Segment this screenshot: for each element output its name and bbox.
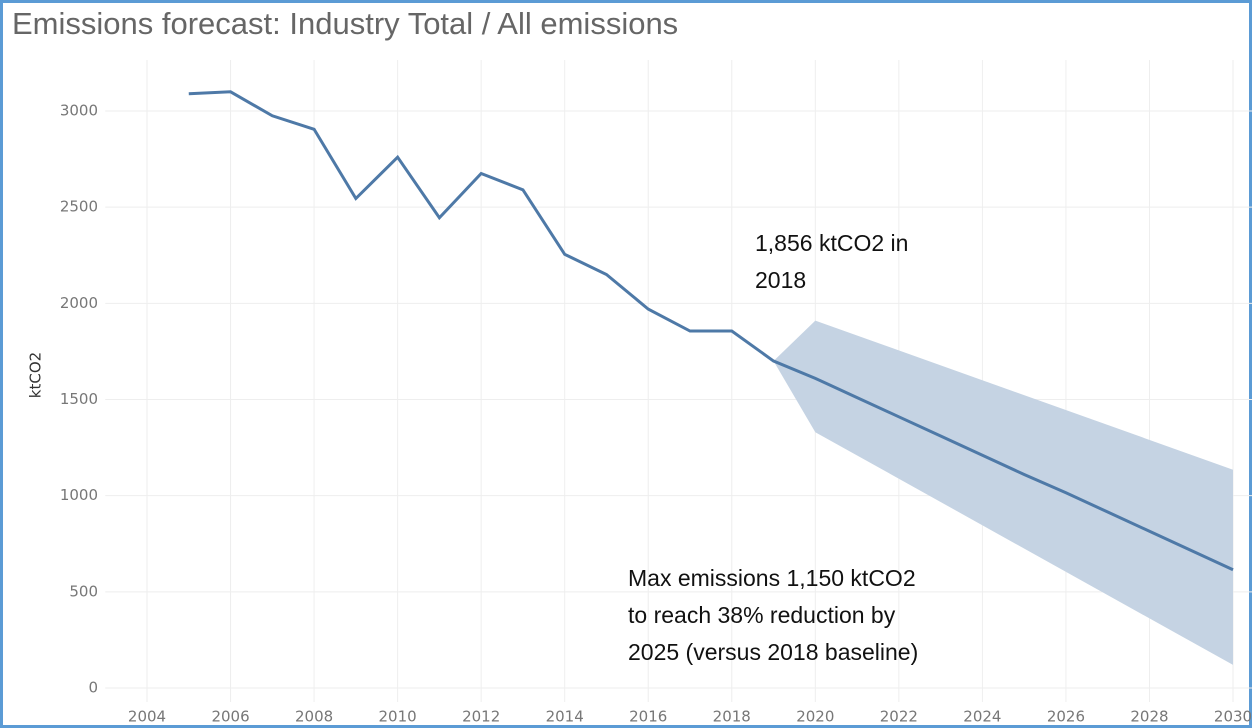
x-tick-label: 2024 bbox=[963, 708, 1001, 726]
y-tick-label: 1000 bbox=[60, 486, 98, 504]
y-tick-label: 1500 bbox=[60, 390, 98, 408]
annotation: 1,856 ktCO2 in bbox=[755, 230, 908, 256]
y-tick-label: 500 bbox=[69, 582, 98, 600]
line bbox=[188, 90, 1234, 572]
y-axis-label: ktCO2 bbox=[27, 352, 45, 398]
y-tick-label: 2500 bbox=[60, 198, 98, 216]
annotation: to reach 38% reduction by bbox=[628, 602, 896, 628]
x-tick-label: 2020 bbox=[796, 708, 834, 726]
forecast-band bbox=[773, 320, 1234, 665]
x-tick-label: 2016 bbox=[629, 708, 667, 726]
x-tick-label: 2030 bbox=[1214, 708, 1252, 726]
chart-title: Emissions forecast: Industry Total / All… bbox=[12, 6, 678, 41]
annotation: 2025 (versus 2018 baseline) bbox=[628, 639, 918, 665]
x-tick-label: 2004 bbox=[128, 708, 166, 726]
x-tick-label: 2008 bbox=[295, 708, 333, 726]
annotation: 2018 bbox=[755, 267, 806, 293]
y-tick-label: 0 bbox=[88, 679, 98, 697]
y-tick-label: 3000 bbox=[60, 102, 98, 120]
x-tick-label: 2012 bbox=[462, 708, 500, 726]
x-tick-label: 2022 bbox=[880, 708, 918, 726]
x-tick-label: 2026 bbox=[1047, 708, 1085, 726]
x-tick-label: 2028 bbox=[1130, 708, 1168, 726]
x-tick-label: 2006 bbox=[211, 708, 249, 726]
y-tick-label: 2000 bbox=[60, 294, 98, 312]
x-tick-label: 2018 bbox=[713, 708, 751, 726]
annotation: Max emissions 1,150 ktCO2 bbox=[628, 565, 916, 591]
x-tick-label: 2010 bbox=[379, 708, 417, 726]
x-tick-label: 2014 bbox=[546, 708, 584, 726]
